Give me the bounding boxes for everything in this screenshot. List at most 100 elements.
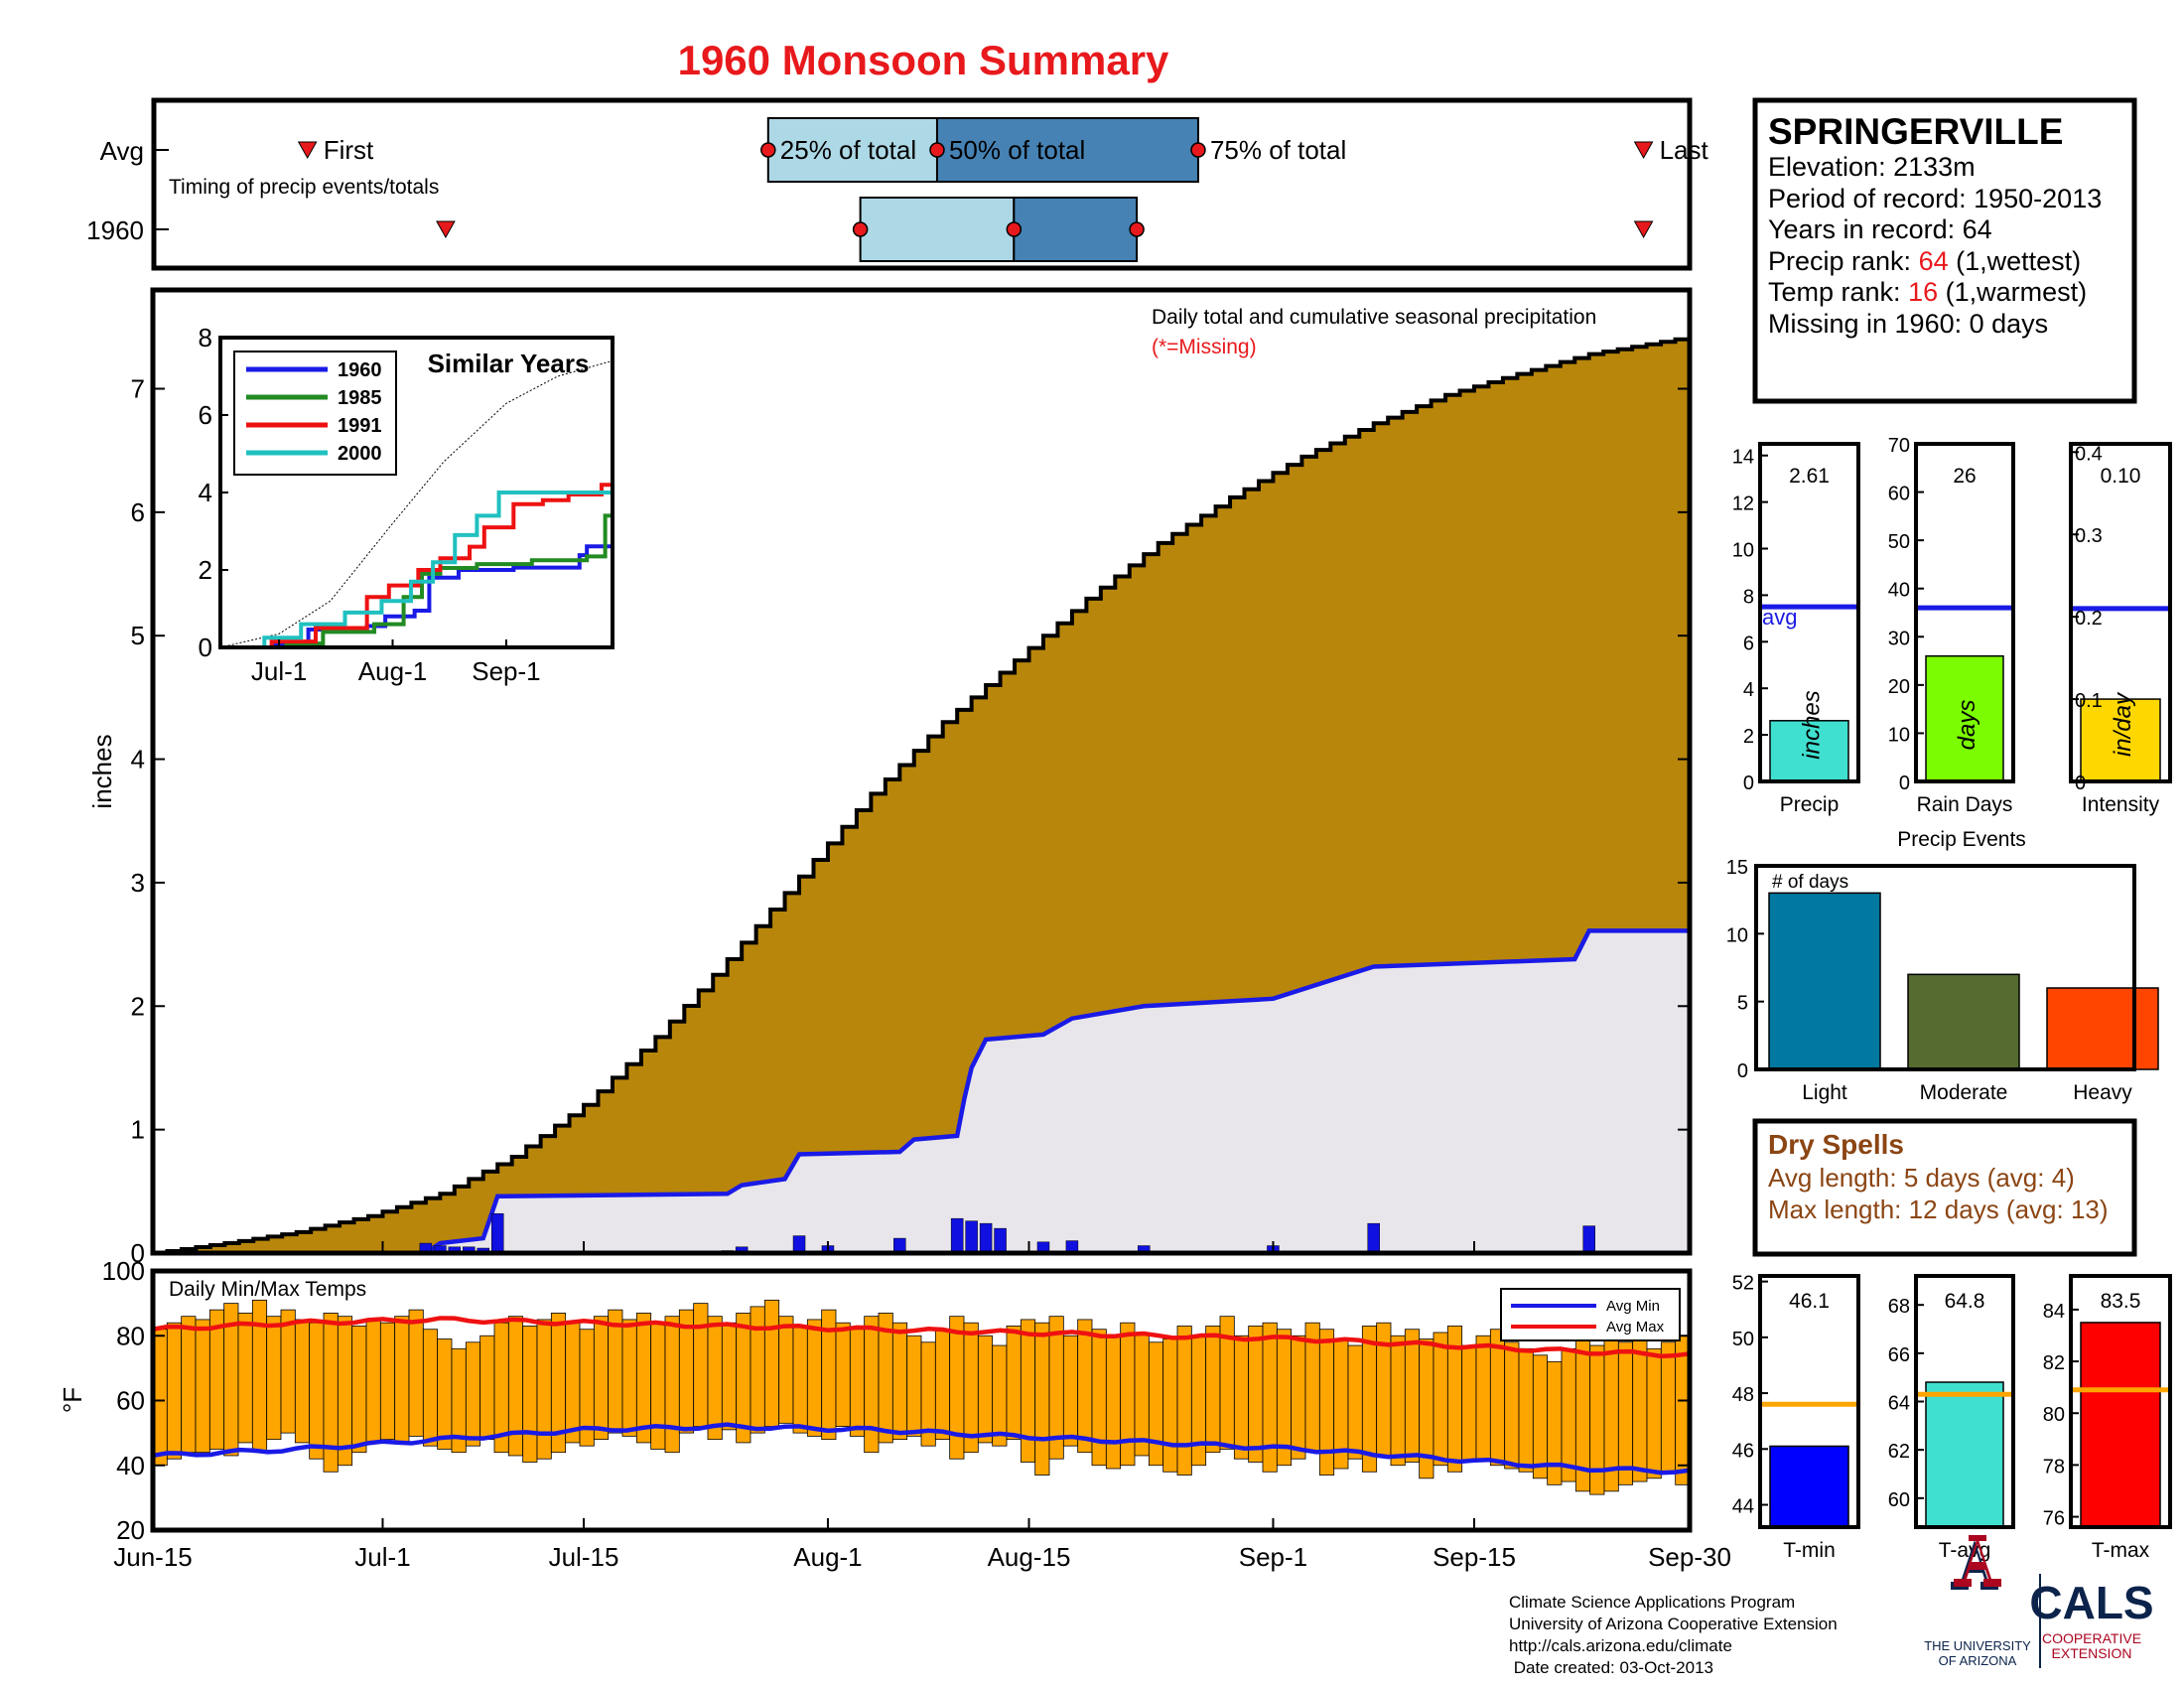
precip-rank-prefix: Precip rank: [1768,246,1919,276]
cals-logo-sub2: EXTENSION [2052,1645,2132,1661]
summary-y-tick-label: 30 [1888,628,1910,649]
timing-year-q50-marker [1006,221,1023,237]
daily-temp-range-bar [351,1326,367,1454]
daily-temp-range-bar [650,1322,666,1450]
daily-precip-bar [1582,1225,1595,1254]
daily-temp-range-bar [750,1306,765,1434]
main-annotation-missing: (*=Missing) [1152,336,1257,358]
daily-precip-bar [979,1222,993,1254]
temp-summary-y-tick-label: 48 [1732,1384,1754,1406]
daily-temp-range-bar [1660,1341,1677,1473]
daily-temp-range-bar [1034,1322,1050,1476]
summary-2-bar [2080,698,2161,782]
summary-y-tick-label: 10 [1888,724,1910,746]
year-cumulative-line [153,928,1690,1256]
events-y-tick-label: 0 [1737,1060,1748,1082]
daily-temp-range-bar [309,1322,325,1460]
temp-summary-1-bar [1925,1381,2004,1528]
similar-years-line [219,359,614,648]
cals-logo-sub1: COOPERATIVE [2042,1630,2141,1646]
temp-summary-1-value: 64.8 [1945,1290,1985,1313]
footer-university: University of Arizona Cooperative Extens… [1509,1615,1838,1633]
station-info-box: SPRINGERVILLE Elevation: 2133m Period of… [1752,97,2137,404]
daily-temp-range-bar [1504,1341,1520,1470]
timing-avg-q1-box [766,117,938,183]
temp-x-tick-label: Aug-1 [793,1542,862,1572]
precip-rank-value: 64 [1919,246,1949,276]
timing-year-q2-box [1013,197,1139,262]
period-of-record: Period of record: 1950-2013 [1768,184,2102,213]
events-y-tick-label: 5 [1737,993,1748,1015]
daily-temp-range-bar [1404,1329,1421,1463]
timing-year-q25-marker [852,221,869,237]
precip-events-category: Heavy [2073,1081,2132,1104]
daily-temp-range-bar [806,1319,823,1437]
temp-y-tick-label: 40 [116,1451,145,1480]
similar-years-legend-label: 1960 [338,359,382,381]
avg-max-line [152,1316,1691,1359]
daily-temp-range-bar [1475,1335,1491,1460]
daily-temp-range-bar [208,1309,225,1450]
daily-temp-range-bar [294,1319,311,1444]
similar-years-title: Similar Years [428,349,590,378]
summary-y-tick-label: 6 [1743,633,1754,654]
summary-y-tick-label: 0 [1899,773,1910,794]
daily-temp-range-bar [1176,1326,1192,1476]
main-y-tick-label: 4 [131,745,145,774]
daily-temp-range-bar [166,1322,183,1460]
timing-year-q75-marker [1129,221,1145,237]
temp-summary-0-value: 46.1 [1789,1290,1830,1313]
page-title: 1960 Monsoon Summary [678,37,1169,83]
daily-temp-range-bar [707,1316,723,1441]
timing-year-last-triangle [1633,220,1654,239]
daily-temp-range-bar [1617,1341,1634,1485]
main-y-tick-label: 7 [131,373,145,403]
seasonal-average-step-line [153,337,1692,1255]
daily-temp-range-bar [1006,1326,1022,1441]
timing-avg-first-triangle [297,141,318,160]
footer-url: http://cals.arizona.edu/climate [1509,1636,1732,1655]
summary-y-tick-label: 0.1 [2075,690,2103,712]
temps-y-label: °F [58,1387,87,1413]
inset-x-tick-label: Jul-1 [251,656,307,686]
main-y-tick-label: 1 [131,1115,145,1145]
daily-temp-range-bar [337,1316,353,1467]
timing-panel: Avg 1960 Timing of precip events/totals … [86,97,1709,271]
daily-temp-range-bar [266,1316,282,1441]
temps-title: Daily Min/Max Temps [169,1278,366,1301]
summary-y-tick-label: 2 [1743,726,1754,748]
temp-rank-suffix: (1,warmest) [1938,277,2087,307]
cals-logo-text: CALS [2029,1577,2153,1628]
temp-summary-0-label: T-min [1783,1539,1836,1562]
daily-temp-range-bar [1120,1322,1136,1467]
daily-temp-range-bar [181,1316,197,1454]
daily-temp-range-bar [608,1309,623,1434]
main-y-tick-label: 3 [131,868,145,898]
years-in-record: Years in record: 64 [1768,214,1992,244]
daily-temp-range-bar [280,1309,296,1434]
main-annotation: Daily total and cumulative seasonal prec… [1152,306,1596,329]
summary-y-tick-label: 0.3 [2075,525,2103,547]
precip-events-y-label: # of days [1772,872,1848,893]
daily-temp-range-bar [522,1326,538,1463]
daily-temp-range-bar [565,1322,581,1444]
main-y-tick-label: 0 [131,1238,145,1268]
daily-temp-range-bar [237,1313,253,1444]
precip-events-bar-moderate [1907,973,2020,1070]
temp-summary-y-tick-label: 84 [2043,1301,2065,1323]
temp-x-tick-label: Sep-1 [1239,1542,1307,1572]
daily-precip-bar [1367,1222,1380,1254]
daily-temp-range-bar [1561,1347,1576,1482]
daily-temp-range-bar [977,1335,994,1444]
precip-events-category: Light [1802,1081,1847,1104]
daily-temp-range-bar [408,1309,424,1437]
daily-temp-range-bar [1091,1329,1107,1467]
daily-precip-bar [490,1212,504,1254]
inset-y-tick-label: 4 [199,478,212,507]
timing-q75-label: 75% of total [1210,135,1346,165]
timing-last-label: Last [1660,135,1709,165]
daily-temp-range-bar [1532,1354,1549,1479]
daily-temp-range-bar [664,1316,680,1454]
temp-summary-y-tick-label: 68 [1888,1296,1910,1318]
